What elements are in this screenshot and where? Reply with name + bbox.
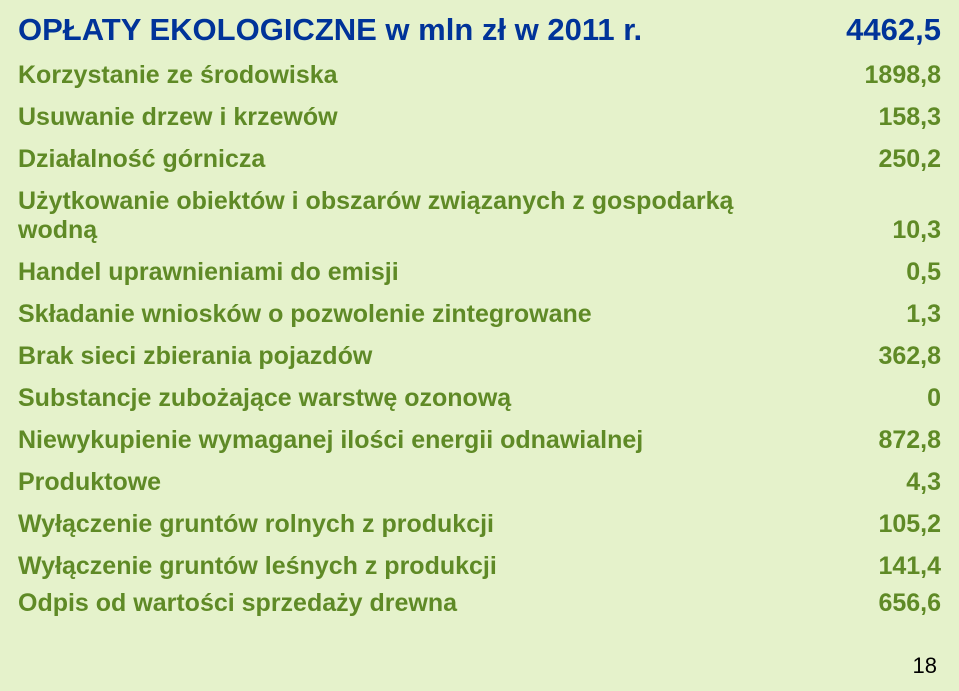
row-label: Odpis od wartości sprzedaży drewna <box>18 589 457 618</box>
row-value: 0,5 <box>896 258 941 287</box>
table-row: Wyłączenie gruntów leśnych z produkcji 1… <box>18 552 941 581</box>
row-value: 10,3 <box>882 216 941 245</box>
row-label: Korzystanie ze środowiska <box>18 61 338 90</box>
row-value: 0 <box>917 384 941 413</box>
table-row: Odpis od wartości sprzedaży drewna 656,6 <box>18 589 941 618</box>
row-label: Usuwanie drzew i krzewów <box>18 103 338 132</box>
table-row: Działalność górnicza 250,2 <box>18 145 941 174</box>
row-label: Brak sieci zbierania pojazdów <box>18 342 372 371</box>
row-label: Działalność górnicza <box>18 145 265 174</box>
row-label: Niewykupienie wymaganej ilości energii o… <box>18 426 643 455</box>
row-value: 1,3 <box>896 300 941 329</box>
row-label: Produktowe <box>18 468 161 497</box>
table-row: Substancje zubożające warstwę ozonową 0 <box>18 384 941 413</box>
table-row: Produktowe 4,3 <box>18 468 941 497</box>
row-label: Wyłączenie gruntów rolnych z produkcji <box>18 510 494 539</box>
row-label: Użytkowanie obiektów i obszarów związany… <box>18 187 798 245</box>
row-label: Substancje zubożające warstwę ozonową <box>18 384 511 413</box>
row-label: Handel uprawnieniami do emisji <box>18 258 399 287</box>
table-row: Korzystanie ze środowiska 1898,8 <box>18 61 941 90</box>
table-row: Użytkowanie obiektów i obszarów związany… <box>18 187 941 245</box>
table-row: Niewykupienie wymaganej ilości energii o… <box>18 426 941 455</box>
row-value: 656,6 <box>868 589 941 618</box>
row-value: 4,3 <box>896 468 941 497</box>
title-label: OPŁATY EKOLOGICZNE w mln zł w 2011 r. <box>18 12 642 48</box>
row-value: 141,4 <box>868 552 941 581</box>
table-row: Składanie wniosków o pozwolenie zintegro… <box>18 300 941 329</box>
table-row: Wyłączenie gruntów rolnych z produkcji 1… <box>18 510 941 539</box>
table-row: Handel uprawnieniami do emisji 0,5 <box>18 258 941 287</box>
table-row: Brak sieci zbierania pojazdów 362,8 <box>18 342 941 371</box>
row-label: Wyłączenie gruntów leśnych z produkcji <box>18 552 497 581</box>
row-value: 1898,8 <box>855 61 941 90</box>
row-value: 250,2 <box>868 145 941 174</box>
row-value: 872,8 <box>868 426 941 455</box>
row-value: 105,2 <box>868 510 941 539</box>
row-value: 362,8 <box>868 342 941 371</box>
table-row: Usuwanie drzew i krzewów 158,3 <box>18 103 941 132</box>
page: OPŁATY EKOLOGICZNE w mln zł w 2011 r. 44… <box>0 0 959 691</box>
page-number: 18 <box>913 653 937 679</box>
row-label: Składanie wniosków o pozwolenie zintegro… <box>18 300 592 329</box>
title-value: 4462,5 <box>846 12 941 48</box>
row-value: 158,3 <box>868 103 941 132</box>
title-row: OPŁATY EKOLOGICZNE w mln zł w 2011 r. 44… <box>18 12 941 48</box>
